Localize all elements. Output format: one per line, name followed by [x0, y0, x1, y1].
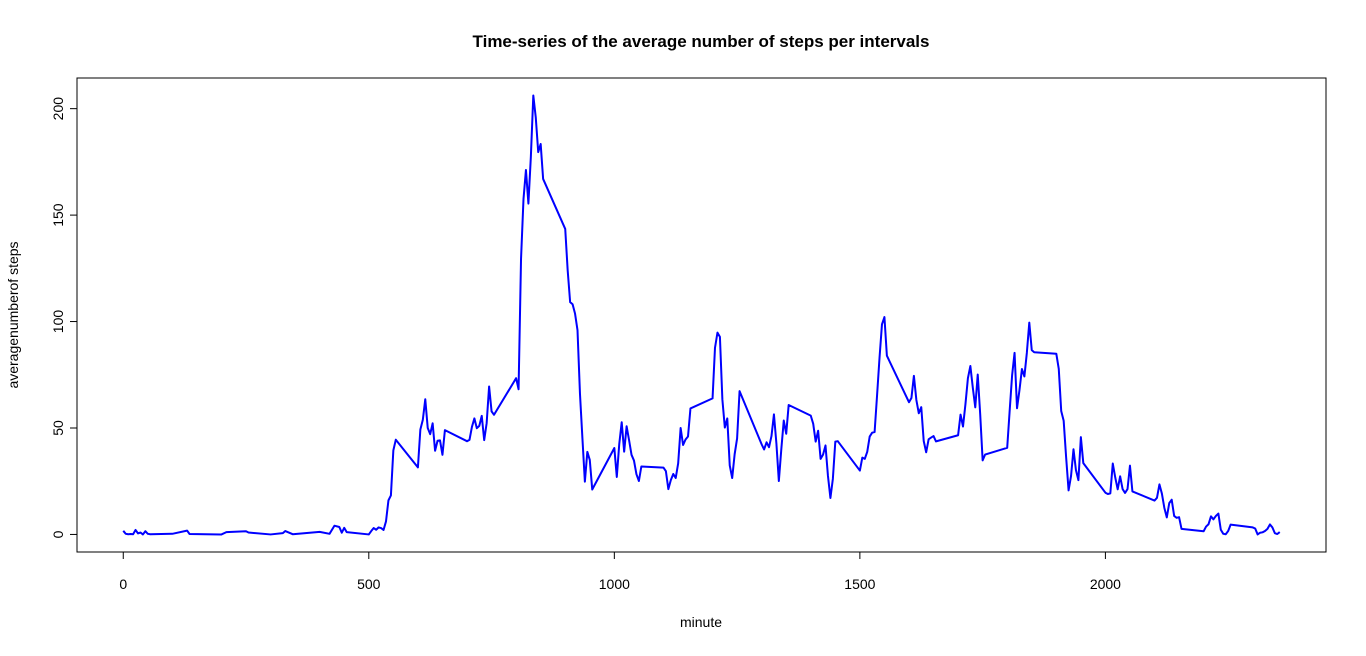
- chart-title: Time-series of the average number of ste…: [473, 32, 930, 51]
- x-tick-label: 0: [119, 576, 127, 592]
- plot-frame: [76, 77, 1327, 553]
- x-tick-label: 1500: [844, 576, 875, 592]
- y-tick-label: 0: [50, 530, 66, 538]
- y-tick-label: 150: [50, 203, 66, 227]
- data-line: [122, 94, 1281, 536]
- x-tick-label: 1000: [599, 576, 630, 592]
- y-tick-label: 100: [50, 310, 66, 334]
- y-tick-label: 200: [50, 97, 66, 121]
- x-tick-label: 2000: [1090, 576, 1121, 592]
- x-tick-label: 500: [357, 576, 381, 592]
- y-axis-label: averagenumberof steps: [5, 241, 21, 388]
- x-axis-label: minute: [680, 614, 722, 630]
- y-tick-label: 50: [50, 420, 66, 436]
